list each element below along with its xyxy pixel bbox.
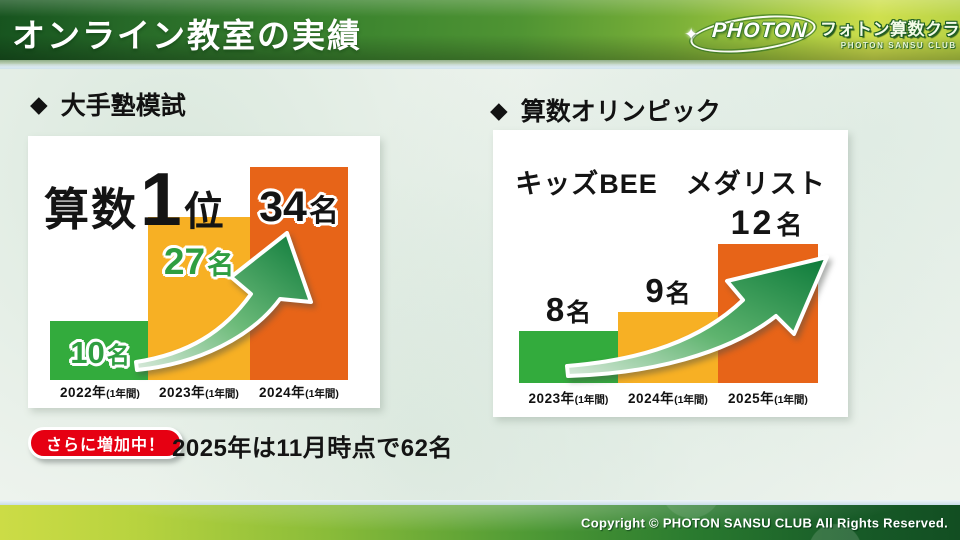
value-label-2024: 34 名: [259, 183, 339, 231]
increase-badge: さらに増加中！: [28, 427, 184, 459]
chart-title: キッズBEE メダリスト: [515, 169, 826, 199]
axis-label-2023: 2023年(1年間): [528, 391, 609, 406]
footer-band: Copyright © PHOTON SANSU CLUB All Rights…: [0, 505, 960, 540]
value-label-2023: 27 名: [163, 241, 235, 282]
value-label-2025: 12 名: [730, 204, 806, 242]
badge-label: さらに増加中！: [46, 437, 166, 454]
section-heading-label: 算数オリンピック: [520, 98, 721, 126]
sparkle-icon: ✦: [684, 25, 699, 44]
axis-label-2024: 2024年(1年間): [628, 391, 708, 406]
club-logo-japanese: フォトン算数クラブ: [820, 20, 960, 39]
photon-logo-text: PHOTON: [711, 19, 809, 42]
bar-2023: [519, 331, 618, 383]
bar-2022: [50, 321, 150, 380]
bar-2025: [718, 244, 818, 383]
diamond-bullet-icon: ◆: [490, 96, 508, 123]
bar-2024: [618, 312, 718, 383]
photon-logo: ✦ PHOTON: [684, 9, 818, 59]
section-heading-olympiad: ◆ 算数オリンピック: [490, 92, 721, 128]
section-heading-label: 大手塾模試: [60, 92, 186, 120]
photon-sansu-club-logo: フォトン算数クラブ PHOTON SANSU CLUB: [820, 15, 960, 50]
axis-label-2023: 2023年(1年間): [159, 385, 239, 400]
chart-headline: 算数 1 位: [44, 157, 224, 241]
axis-label-2024: 2024年(1年間): [259, 385, 339, 400]
page-title: オンライン教室の実績: [12, 17, 362, 54]
header-fade: [0, 60, 960, 67]
footer-divider-line: [0, 500, 960, 505]
footnote-text: 2025年は11月時点で62名: [172, 435, 453, 462]
axis-label-2022: 2022年(1年間): [60, 385, 140, 400]
value-label-2022: 10 名: [70, 335, 130, 370]
axis-label-2025: 2025年(1年間): [728, 391, 808, 406]
club-logo-english: PHOTON SANSU CLUB: [840, 41, 957, 50]
header-bar: [0, 0, 960, 60]
section-heading-mock-exam: ◆ 大手塾模試: [30, 86, 186, 122]
copyright-text: Copyright © PHOTON SANSU CLUB All Rights…: [581, 515, 948, 530]
diamond-bullet-icon: ◆: [30, 90, 48, 117]
mock-exam-chart-card: 算数 1 位 34 名 27 名 10 名 2022年(1年間) 2023年(1年間)…: [28, 136, 380, 408]
